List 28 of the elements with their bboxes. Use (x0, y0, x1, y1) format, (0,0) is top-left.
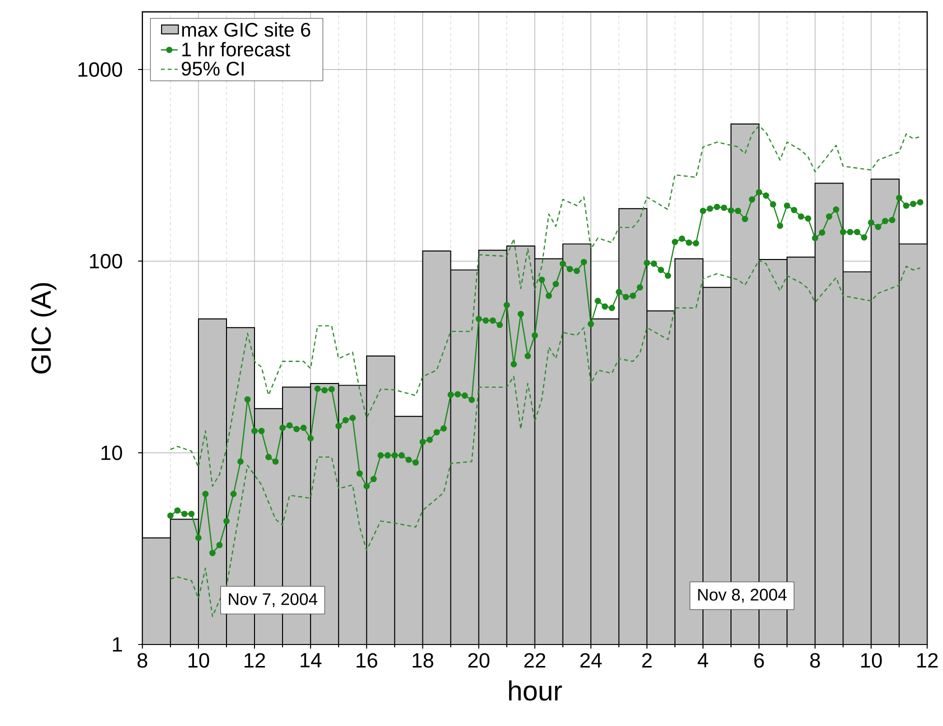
legend-label: 1 hr forecast (182, 42, 290, 56)
x-tick-label: 8 (810, 652, 820, 668)
x-tick-label: 14 (300, 652, 322, 668)
line-series (170, 260, 921, 617)
legend-label: 95% CI (182, 61, 244, 76)
x-tick-label: 10 (188, 652, 210, 668)
x-tick-label: 12 (244, 652, 265, 668)
x-tick-label: 12 (917, 652, 938, 668)
x-tick-label: 24 (580, 652, 602, 668)
y-axis-title: GIC (A) (30, 282, 56, 374)
y-tick-label: 10 (101, 445, 122, 460)
x-tick-label: 8 (138, 652, 148, 668)
x-tick-label: 6 (754, 652, 764, 668)
y-tick-label: 1000 (78, 62, 122, 77)
x-tick-label: 20 (468, 652, 490, 668)
annotation: Nov 8, 2004 (698, 588, 787, 602)
x-tick-label: 10 (861, 652, 882, 668)
y-tick-label: 100 (90, 254, 122, 268)
x-tick-label: 16 (356, 652, 378, 668)
x-tick-label: 2 (642, 652, 652, 668)
text: max GIC site 6 (182, 22, 310, 37)
line-series (170, 124, 921, 486)
y-tick-label: 1 (112, 637, 122, 652)
annotation: Nov 7, 2004 (228, 592, 318, 607)
x-tick-label: 22 (524, 652, 546, 668)
x-tick-label: 4 (698, 652, 708, 668)
x-axis-title: hour (509, 680, 562, 700)
x-tick-label: 18 (412, 652, 434, 668)
